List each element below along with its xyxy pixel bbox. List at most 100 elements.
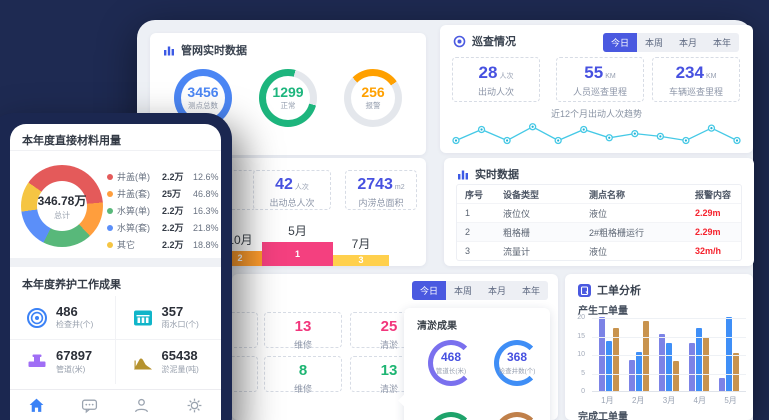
stat-box-vehicle-km: 234 KM 车辆巡查里程 <box>652 57 740 102</box>
table-cell: 粗格栅 <box>503 227 531 238</box>
section-title-materials: 本年度直接材料用量 <box>22 135 121 147</box>
bar-chart-icon <box>458 170 468 180</box>
x-axis-labels: 1月 2月 3月 4月 5月 <box>592 395 746 406</box>
maintenance-item: 357 雨水口(个) <box>115 296 221 340</box>
legend-percent: 18.8% <box>193 239 219 250</box>
column-header: 报警内容 <box>695 189 732 200</box>
x-tick-label: 1月 <box>601 396 614 405</box>
donut-total-value: 346.78万 <box>37 193 87 208</box>
legend-label: 水箅(套) <box>117 223 150 233</box>
chat-icon <box>81 399 97 414</box>
stat-box-dispatch-total: 42 人次 出动总人次 <box>253 170 331 210</box>
stat-unit: KM <box>705 73 717 80</box>
tab-month[interactable]: 本月 <box>487 286 506 296</box>
phone-screen: 本年度直接材料用量 346.78万 总计 井盖(单) 2.2万 12.6% 井盖(套)… <box>10 124 221 420</box>
legend-item: 井盖(套) 25万 46.8% <box>107 185 219 202</box>
stat-label: 人员巡查里程 <box>572 87 627 97</box>
bar <box>613 328 619 391</box>
maintenance-grid: 486 检查井(个) 357 雨水口(个) 67897 管道(米) 65438 … <box>10 296 221 384</box>
item-value: 65438 <box>161 348 198 364</box>
x-tick-label: 4月 <box>693 396 706 405</box>
pipe-gauge-row: 3456 测点总数 1299 正常 256 报警 <box>150 69 426 127</box>
legend-label: 水箅(单) <box>117 206 150 216</box>
bar-group <box>719 317 739 391</box>
maintenance-item: 65438 淤泥量(吨) <box>116 340 222 384</box>
trend-title: 近12个月出动人次趋势 <box>550 109 642 119</box>
user-icon <box>135 398 149 413</box>
bar <box>689 342 695 391</box>
nav-home[interactable] <box>10 390 63 414</box>
table-cell: 1 <box>465 208 471 218</box>
gauge-label: 正常 <box>280 101 296 111</box>
legend-item: 井盖(单) 2.2万 12.6% <box>107 168 219 185</box>
stat-value: 25 <box>380 318 398 335</box>
stat-value: 28 <box>478 63 498 82</box>
gauge-value: 1299 <box>272 83 304 100</box>
pipe-realtime-card: 管网实时数据 3456 测点总数 1299 正常 256 报警 <box>150 33 426 155</box>
phone-bottom-nav <box>10 389 221 414</box>
clipboard-icon <box>578 283 591 297</box>
bar <box>629 359 635 391</box>
order-analysis-card: 工单分析 产生工单量 20 15 10 5 0 1月 2月 3月 4月 5月 完成工单量 <box>565 274 753 420</box>
x-tick-label: 2月 <box>631 396 645 405</box>
tab-year[interactable]: 本年 <box>712 38 731 48</box>
dredge-gauge: 468 管道长(米) <box>428 340 474 386</box>
pipe-gauge: 3456 测点总数 <box>174 69 232 127</box>
stat-unit: m2 <box>394 184 405 191</box>
tab-month[interactable]: 本月 <box>678 38 697 48</box>
tab-week[interactable]: 本周 <box>453 286 472 296</box>
gauge-center <box>499 417 535 420</box>
subpanel-title: 清淤成果 <box>417 321 457 332</box>
stat-box-repair-pink: 13 维修 <box>264 312 342 350</box>
table-cell: 流量计 <box>503 246 531 257</box>
tab-year[interactable]: 本年 <box>521 286 540 296</box>
legend-amount: 25万 <box>162 189 182 199</box>
bar <box>696 328 702 391</box>
stat-value: 13 <box>294 318 312 335</box>
stat-box-person-km: 55 KM 人员巡查里程 <box>556 57 644 102</box>
table-cell: 液位 <box>589 246 608 257</box>
bar-group <box>689 328 709 391</box>
sludge-icon <box>133 358 152 370</box>
gauge-value: 368 <box>506 350 528 365</box>
legend-amount: 2.2万 <box>162 206 184 216</box>
gauge-center: 368 检查井数(个) <box>499 345 535 381</box>
bar <box>666 342 672 391</box>
dredge-result-subpanel: 清淤成果 468 管道长(米) 368 检查井数(个) <box>404 308 550 420</box>
tab-today[interactable]: 今日 <box>411 281 446 300</box>
stat-box-dispatch: 28 人次 出动人次 <box>452 57 540 102</box>
settings-icon <box>187 398 202 413</box>
nav-profile[interactable] <box>116 390 169 414</box>
trend-line-chart <box>452 123 741 145</box>
table-cell: 2 <box>465 227 471 237</box>
legend-item: 水箅(套) 2.2万 21.8% <box>107 219 219 236</box>
legend-dot-icon <box>107 190 113 197</box>
section-separator <box>10 258 221 267</box>
gauge-label: 检查井数(个) <box>498 367 536 375</box>
nav-settings[interactable] <box>168 390 221 414</box>
stat-value: 55 <box>584 63 604 82</box>
card-header: 工单分析 <box>565 274 753 298</box>
pipe-icon <box>28 354 46 367</box>
maintenance-item: 67897 管道(米) <box>10 340 116 384</box>
stat-box-flood-area: 2743 m2 内涝总面积 <box>345 170 417 210</box>
dredge-gauge <box>428 412 474 420</box>
pipe-gauge: 1299 正常 <box>259 69 317 127</box>
item-label: 雨水口(个) <box>161 320 199 330</box>
alarm-value: 2.29m <box>695 227 721 237</box>
patrol-tab-group: 今日 本周 本月 本年 <box>602 33 739 52</box>
stat-label: 清淤 <box>379 340 398 350</box>
tab-today[interactable]: 今日 <box>602 33 637 52</box>
item-label: 检查井(个) <box>56 320 94 330</box>
tab-week[interactable]: 本周 <box>644 38 663 48</box>
stat-unit: KM <box>605 73 616 80</box>
gauge-value: 468 <box>440 350 462 365</box>
nav-messages[interactable] <box>63 390 116 414</box>
column-header: 设备类型 <box>503 189 540 200</box>
gridline <box>592 373 746 375</box>
table-row: 3 流量计 液位 32m/h <box>457 241 741 260</box>
card-header: 管网实时数据 <box>150 33 426 58</box>
grate-icon <box>133 310 152 325</box>
flood-rank-month-label: 7月 <box>351 237 371 251</box>
table-cell: 液位 <box>589 208 608 219</box>
